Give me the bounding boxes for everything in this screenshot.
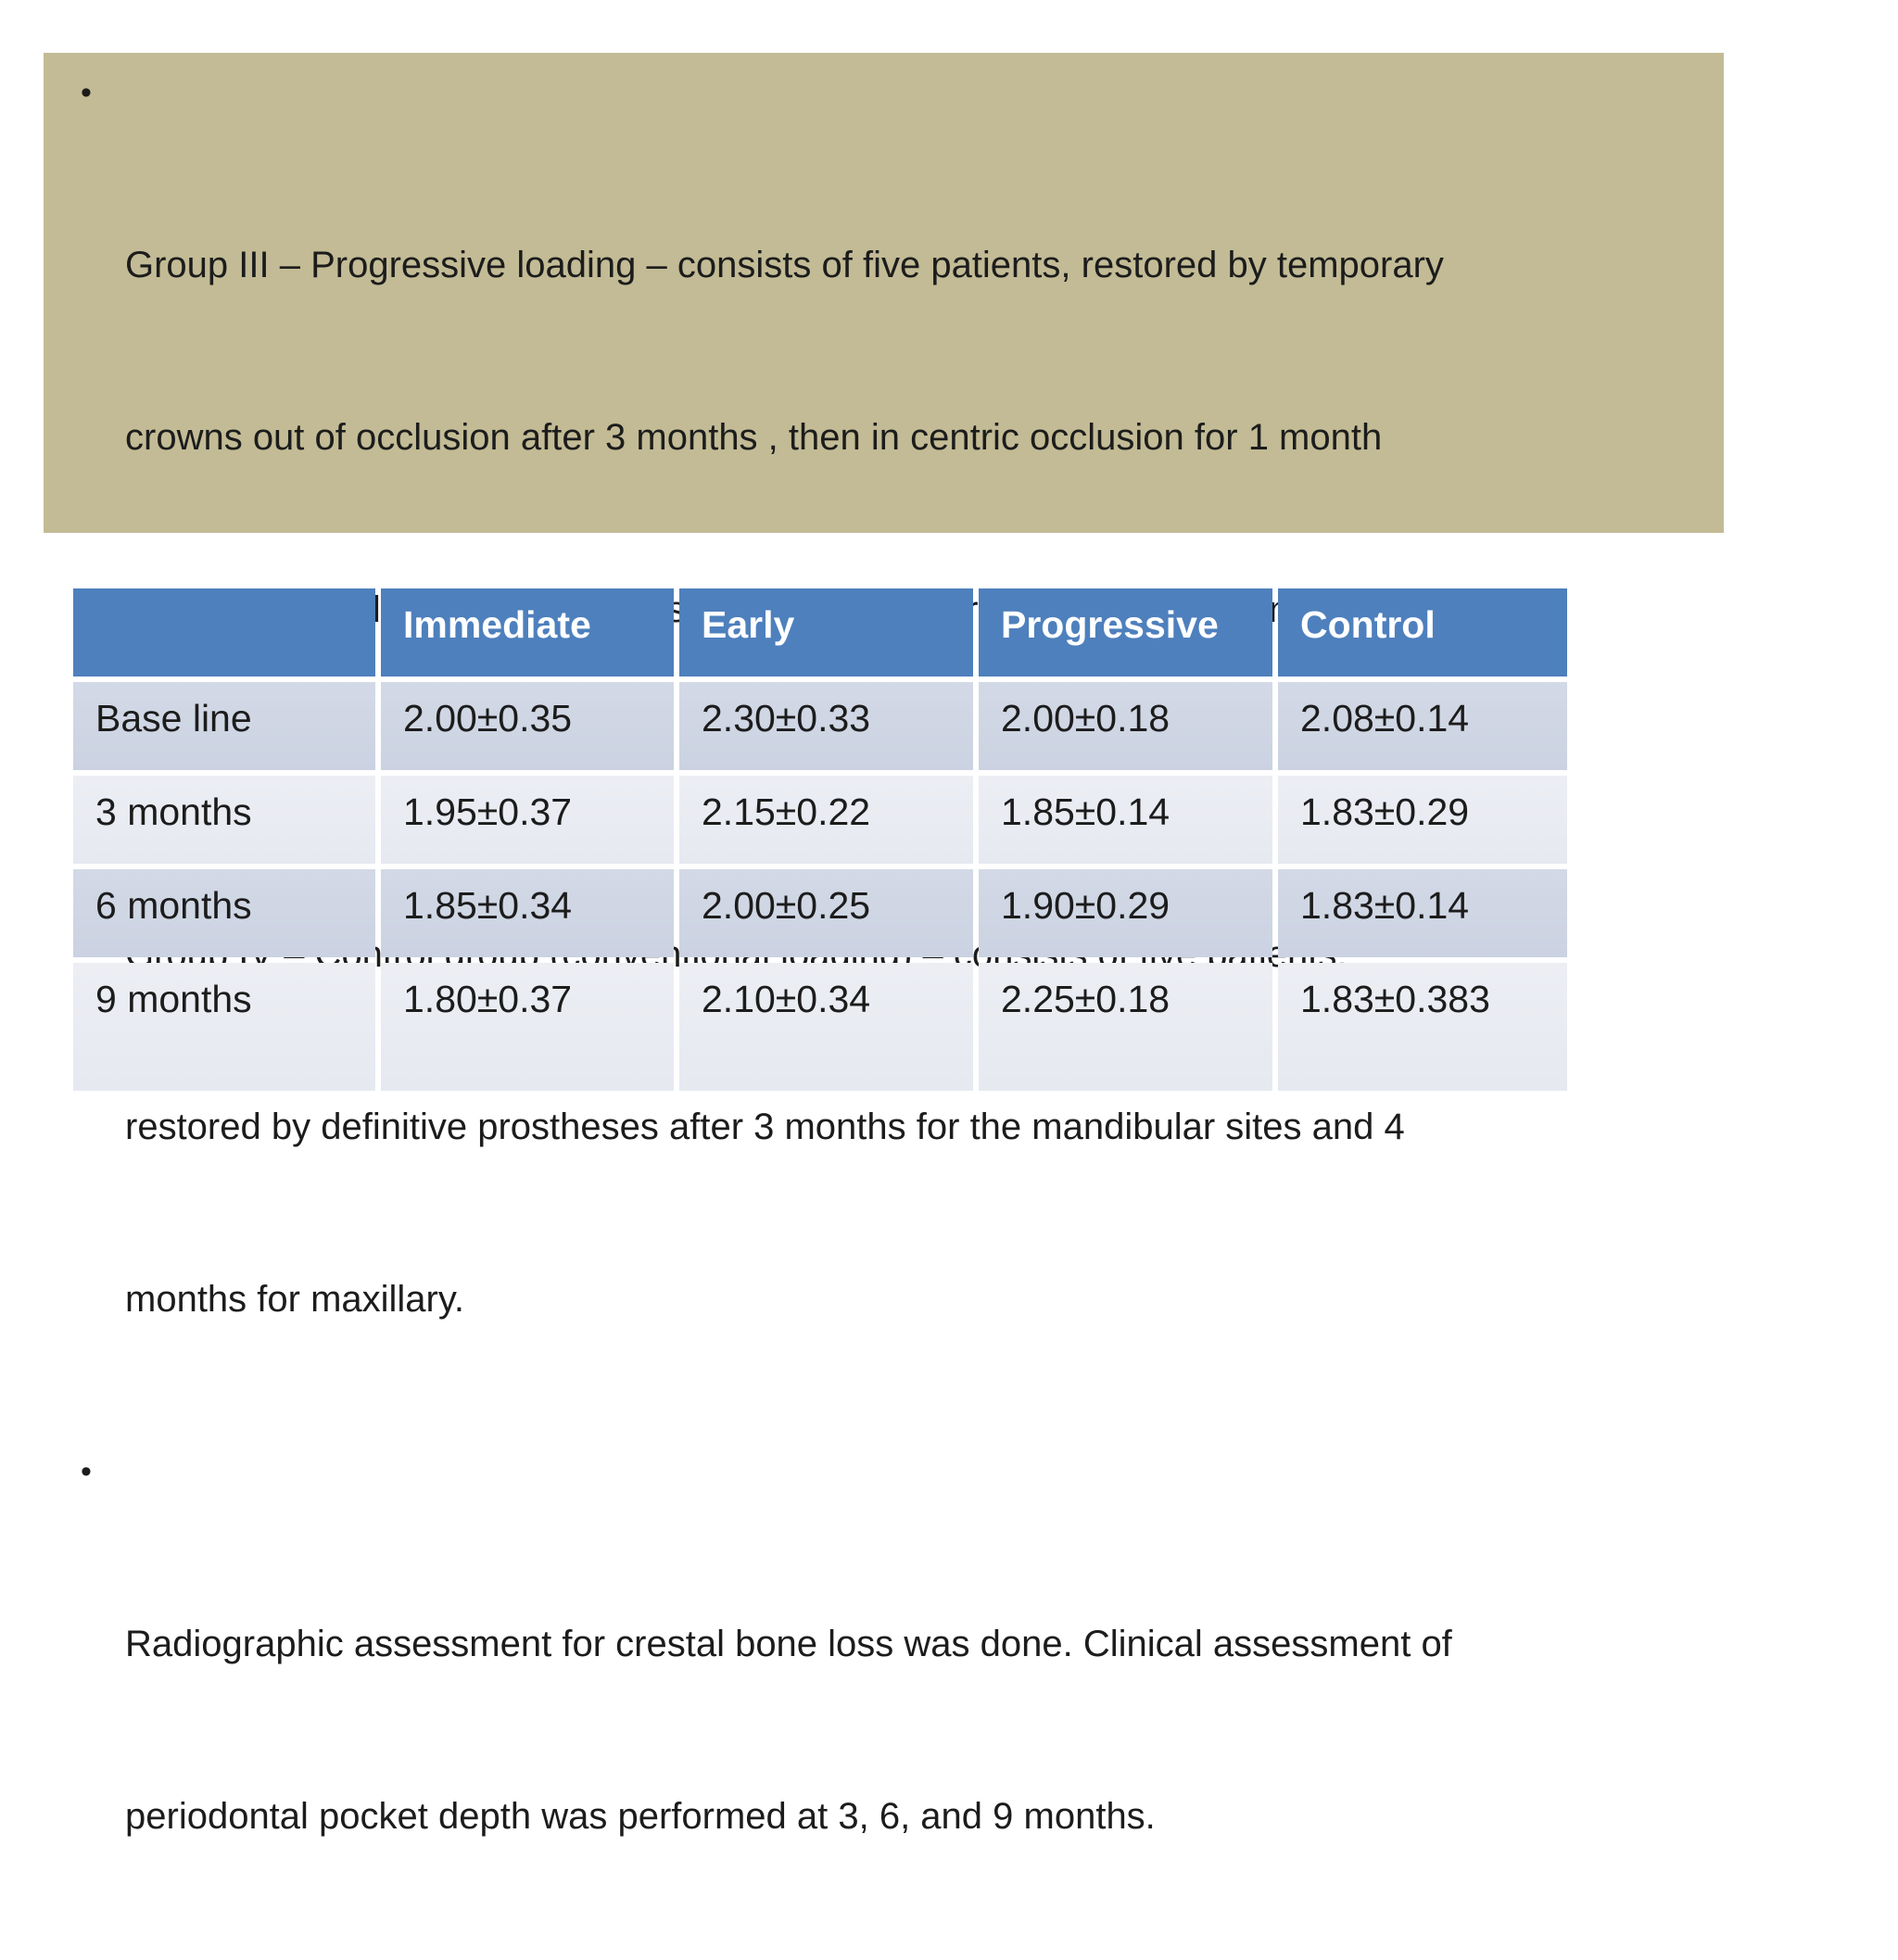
bullet-icon: •: [81, 75, 92, 110]
row-label: 3 months: [73, 776, 375, 864]
table-cell: 2.00±0.25: [679, 869, 973, 957]
table-cell: 1.90±0.29: [979, 869, 1272, 957]
bullet-text-line: months for maxillary.: [125, 1279, 465, 1320]
table-cell: 2.08±0.14: [1278, 682, 1567, 770]
table-cell: 1.85±0.34: [381, 869, 674, 957]
row-label: 6 months: [73, 869, 375, 957]
table-cell: 1.95±0.37: [381, 776, 674, 864]
row-label: 9 months: [73, 963, 375, 1091]
row-label: Base line: [73, 682, 375, 770]
table-cell: 2.15±0.22: [679, 776, 973, 864]
results-table: Immediate Early Progressive Control Base…: [68, 583, 1573, 1096]
table-cell: 1.80±0.37: [381, 963, 674, 1091]
table-cell: 2.00±0.18: [979, 682, 1272, 770]
bullet-text-line: crowns out of occlusion after 3 months ,…: [125, 417, 1383, 458]
bullet-text-line: periodontal pocket depth was performed a…: [125, 1796, 1156, 1837]
table-row-6months: 6 months 1.85±0.34 2.00±0.25 1.90±0.29 1…: [73, 869, 1567, 957]
table-row-3months: 3 months 1.95±0.37 2.15±0.22 1.85±0.14 1…: [73, 776, 1567, 864]
table-cell: 2.10±0.34: [679, 963, 973, 1091]
bullet-text-line: Group III – Progressive loading – consis…: [125, 245, 1444, 285]
table-cell: 1.83±0.29: [1278, 776, 1567, 864]
table-cell: 2.30±0.33: [679, 682, 973, 770]
table-header-row: Immediate Early Progressive Control: [73, 588, 1567, 677]
table-cell: 1.83±0.383: [1278, 963, 1567, 1091]
bullet-text-line: restored by definitive prostheses after …: [125, 1106, 1405, 1147]
table-cell: 1.85±0.14: [979, 776, 1272, 864]
table-cell: 1.83±0.14: [1278, 869, 1567, 957]
bullet-text-line: Radiographic assessment for crestal bone…: [125, 1624, 1452, 1664]
header-cell-progressive: Progressive: [979, 588, 1272, 677]
header-cell-early: Early: [679, 588, 973, 677]
results-table-container: Immediate Early Progressive Control Base…: [68, 583, 1573, 1096]
bullet-icon: •: [81, 1454, 92, 1489]
header-cell-immediate: Immediate: [381, 588, 674, 677]
bullet-item-assessment: • Radiographic assessment for crestal bo…: [44, 1443, 1724, 1960]
bullet-text-block: • Group III – Progressive loading – cons…: [44, 53, 1724, 1837]
table-row-baseline: Base line 2.00±0.35 2.30±0.33 2.00±0.18 …: [73, 682, 1567, 770]
table-row-9months: 9 months 1.80±0.37 2.10±0.34 2.25±0.18 1…: [73, 963, 1567, 1091]
header-cell-blank: [73, 588, 375, 677]
header-cell-control: Control: [1278, 588, 1567, 677]
slide: { "slide": { "background_color": "#fffff…: [44, 53, 1724, 1837]
table-cell: 2.25±0.18: [979, 963, 1272, 1091]
table-cell: 2.00±0.35: [381, 682, 674, 770]
